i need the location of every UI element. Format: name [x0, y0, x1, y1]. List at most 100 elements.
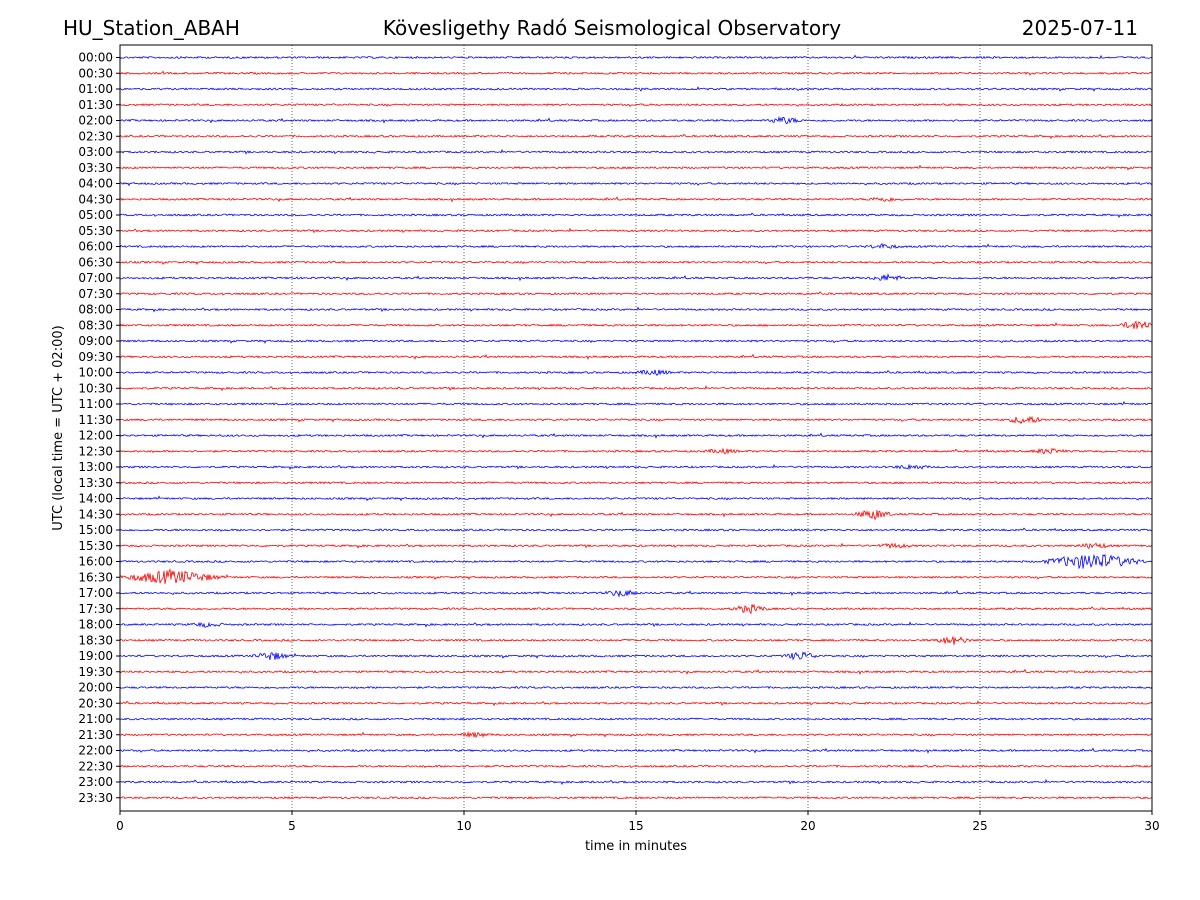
y-tick-label: 10:00: [78, 366, 113, 380]
y-tick-label: 16:30: [78, 570, 113, 584]
y-tick-label: 15:00: [78, 523, 113, 537]
y-tick-label: 06:30: [78, 255, 113, 269]
trace-row-0600: [119, 243, 1153, 249]
x-tick-label: 10: [456, 819, 471, 833]
y-tick-label: 09:00: [78, 334, 113, 348]
trace-row-2130: [119, 731, 1153, 739]
trace-row-1830: [119, 636, 1153, 645]
x-tick-label: 0: [116, 819, 124, 833]
y-tick-label: 09:30: [78, 350, 113, 364]
trace-row-0530: [119, 227, 1153, 234]
y-tick-label: 18:00: [78, 618, 113, 632]
trace-row-1130: [119, 415, 1153, 425]
y-tick-label: 08:00: [78, 303, 113, 317]
y-tick-label: 15:30: [78, 539, 113, 553]
trace-row-1000: [119, 369, 1153, 376]
y-tick-label: 02:00: [78, 114, 113, 128]
seismic-traces: [119, 54, 1153, 800]
chart-date: 2025-07-11: [1022, 16, 1138, 40]
x-tick-label: 15: [628, 819, 643, 833]
y-tick-label: 11:00: [78, 397, 113, 411]
trace-row-2300: [119, 778, 1153, 786]
trace-row-0200: [119, 115, 1153, 125]
y-tick-label: 22:00: [78, 744, 113, 758]
y-tick-label: 05:00: [78, 208, 113, 222]
trace-row-1330: [119, 481, 1153, 485]
y-tick-label: 04:30: [78, 192, 113, 206]
trace-row-1530: [119, 542, 1153, 550]
x-tick-label: 20: [800, 819, 815, 833]
y-tick-label: 07:30: [78, 287, 113, 301]
trace-row-0130: [119, 103, 1153, 107]
y-tick-label: 19:30: [78, 665, 113, 679]
trace-row-0000: [119, 54, 1153, 60]
trace-row-0030: [119, 70, 1153, 76]
y-tick-label: 02:30: [78, 129, 113, 143]
y-tick-label: 00:30: [78, 66, 113, 80]
y-tick-label: 21:30: [78, 728, 113, 742]
x-tick-label: 30: [1144, 819, 1159, 833]
y-tick-label: 01:00: [78, 82, 113, 96]
y-tick-label: 23:00: [78, 775, 113, 789]
y-tick-label: 00:00: [78, 51, 113, 65]
y-tick-label: 13:00: [78, 460, 113, 474]
trace-row-0900: [119, 339, 1153, 344]
y-tick-label: 07:00: [78, 271, 113, 285]
trace-row-1400: [119, 495, 1153, 502]
y-tick-label: 14:00: [78, 492, 113, 506]
trace-row-1300: [119, 463, 1153, 471]
y-tick-label: 20:00: [78, 681, 113, 695]
x-axis-label: time in minutes: [585, 839, 687, 854]
trace-row-0500: [119, 212, 1153, 219]
trace-row-2330: [119, 796, 1153, 800]
trace-row-1900: [119, 651, 1153, 661]
trace-row-0330: [119, 164, 1153, 171]
x-tick-label: 25: [972, 819, 987, 833]
y-tick-label: 03:30: [78, 161, 113, 175]
y-tick-label: 10:30: [78, 381, 113, 395]
trace-row-0700: [119, 273, 1153, 282]
trace-row-1600: [119, 553, 1153, 570]
vertical-gridlines: [291, 45, 981, 811]
trace-row-1630: [119, 568, 1153, 584]
trace-row-1730: [119, 603, 1153, 615]
x-tick-labels: 0 5 10 15 20 25 30: [116, 811, 1160, 833]
trace-row-2200: [119, 747, 1153, 754]
trace-row-1030: [119, 385, 1153, 392]
y-tick-label: 12:30: [78, 444, 113, 458]
y-tick-label: 22:30: [78, 759, 113, 773]
trace-row-0300: [119, 148, 1153, 155]
trace-row-2230: [119, 764, 1153, 769]
trace-row-0800: [119, 306, 1153, 313]
y-tick-label: 13:30: [78, 476, 113, 490]
trace-row-2000: [119, 685, 1153, 690]
chart-title: Kövesligethy Radó Seismological Observat…: [383, 16, 841, 40]
trace-row-0630: [119, 260, 1153, 266]
y-tick-label: 03:00: [78, 145, 113, 159]
trace-row-1430: [119, 509, 1153, 521]
trace-row-1700: [119, 589, 1153, 598]
station-name: HU_Station_ABAH: [63, 16, 240, 40]
y-tick-label: 04:00: [78, 177, 113, 191]
y-tick-label: 12:00: [78, 429, 113, 443]
y-tick-label: 17:00: [78, 586, 113, 600]
trace-row-0230: [119, 133, 1153, 140]
trace-row-0430: [119, 196, 1153, 203]
trace-row-1230: [119, 447, 1153, 455]
y-tick-label: 20:30: [78, 696, 113, 710]
y-tick-label: 06:00: [78, 240, 113, 254]
trace-row-1930: [119, 668, 1153, 675]
trace-row-0400: [119, 181, 1153, 187]
trace-row-0930: [119, 353, 1153, 360]
trace-row-1800: [119, 621, 1153, 628]
trace-row-0100: [119, 86, 1153, 92]
trace-row-2030: [119, 700, 1153, 707]
y-tick-label: 11:30: [78, 413, 113, 427]
trace-row-0830: [119, 320, 1153, 329]
y-tick-label: 21:00: [78, 712, 113, 726]
trace-row-0730: [119, 291, 1153, 296]
trace-row-2100: [119, 717, 1153, 721]
x-tick-label: 5: [288, 819, 296, 833]
y-tick-label: 14:30: [78, 507, 113, 521]
y-tick-label: 17:30: [78, 602, 113, 616]
